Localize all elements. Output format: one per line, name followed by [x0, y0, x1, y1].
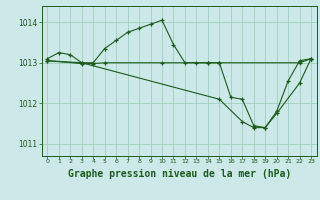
X-axis label: Graphe pression niveau de la mer (hPa): Graphe pression niveau de la mer (hPa): [68, 169, 291, 179]
